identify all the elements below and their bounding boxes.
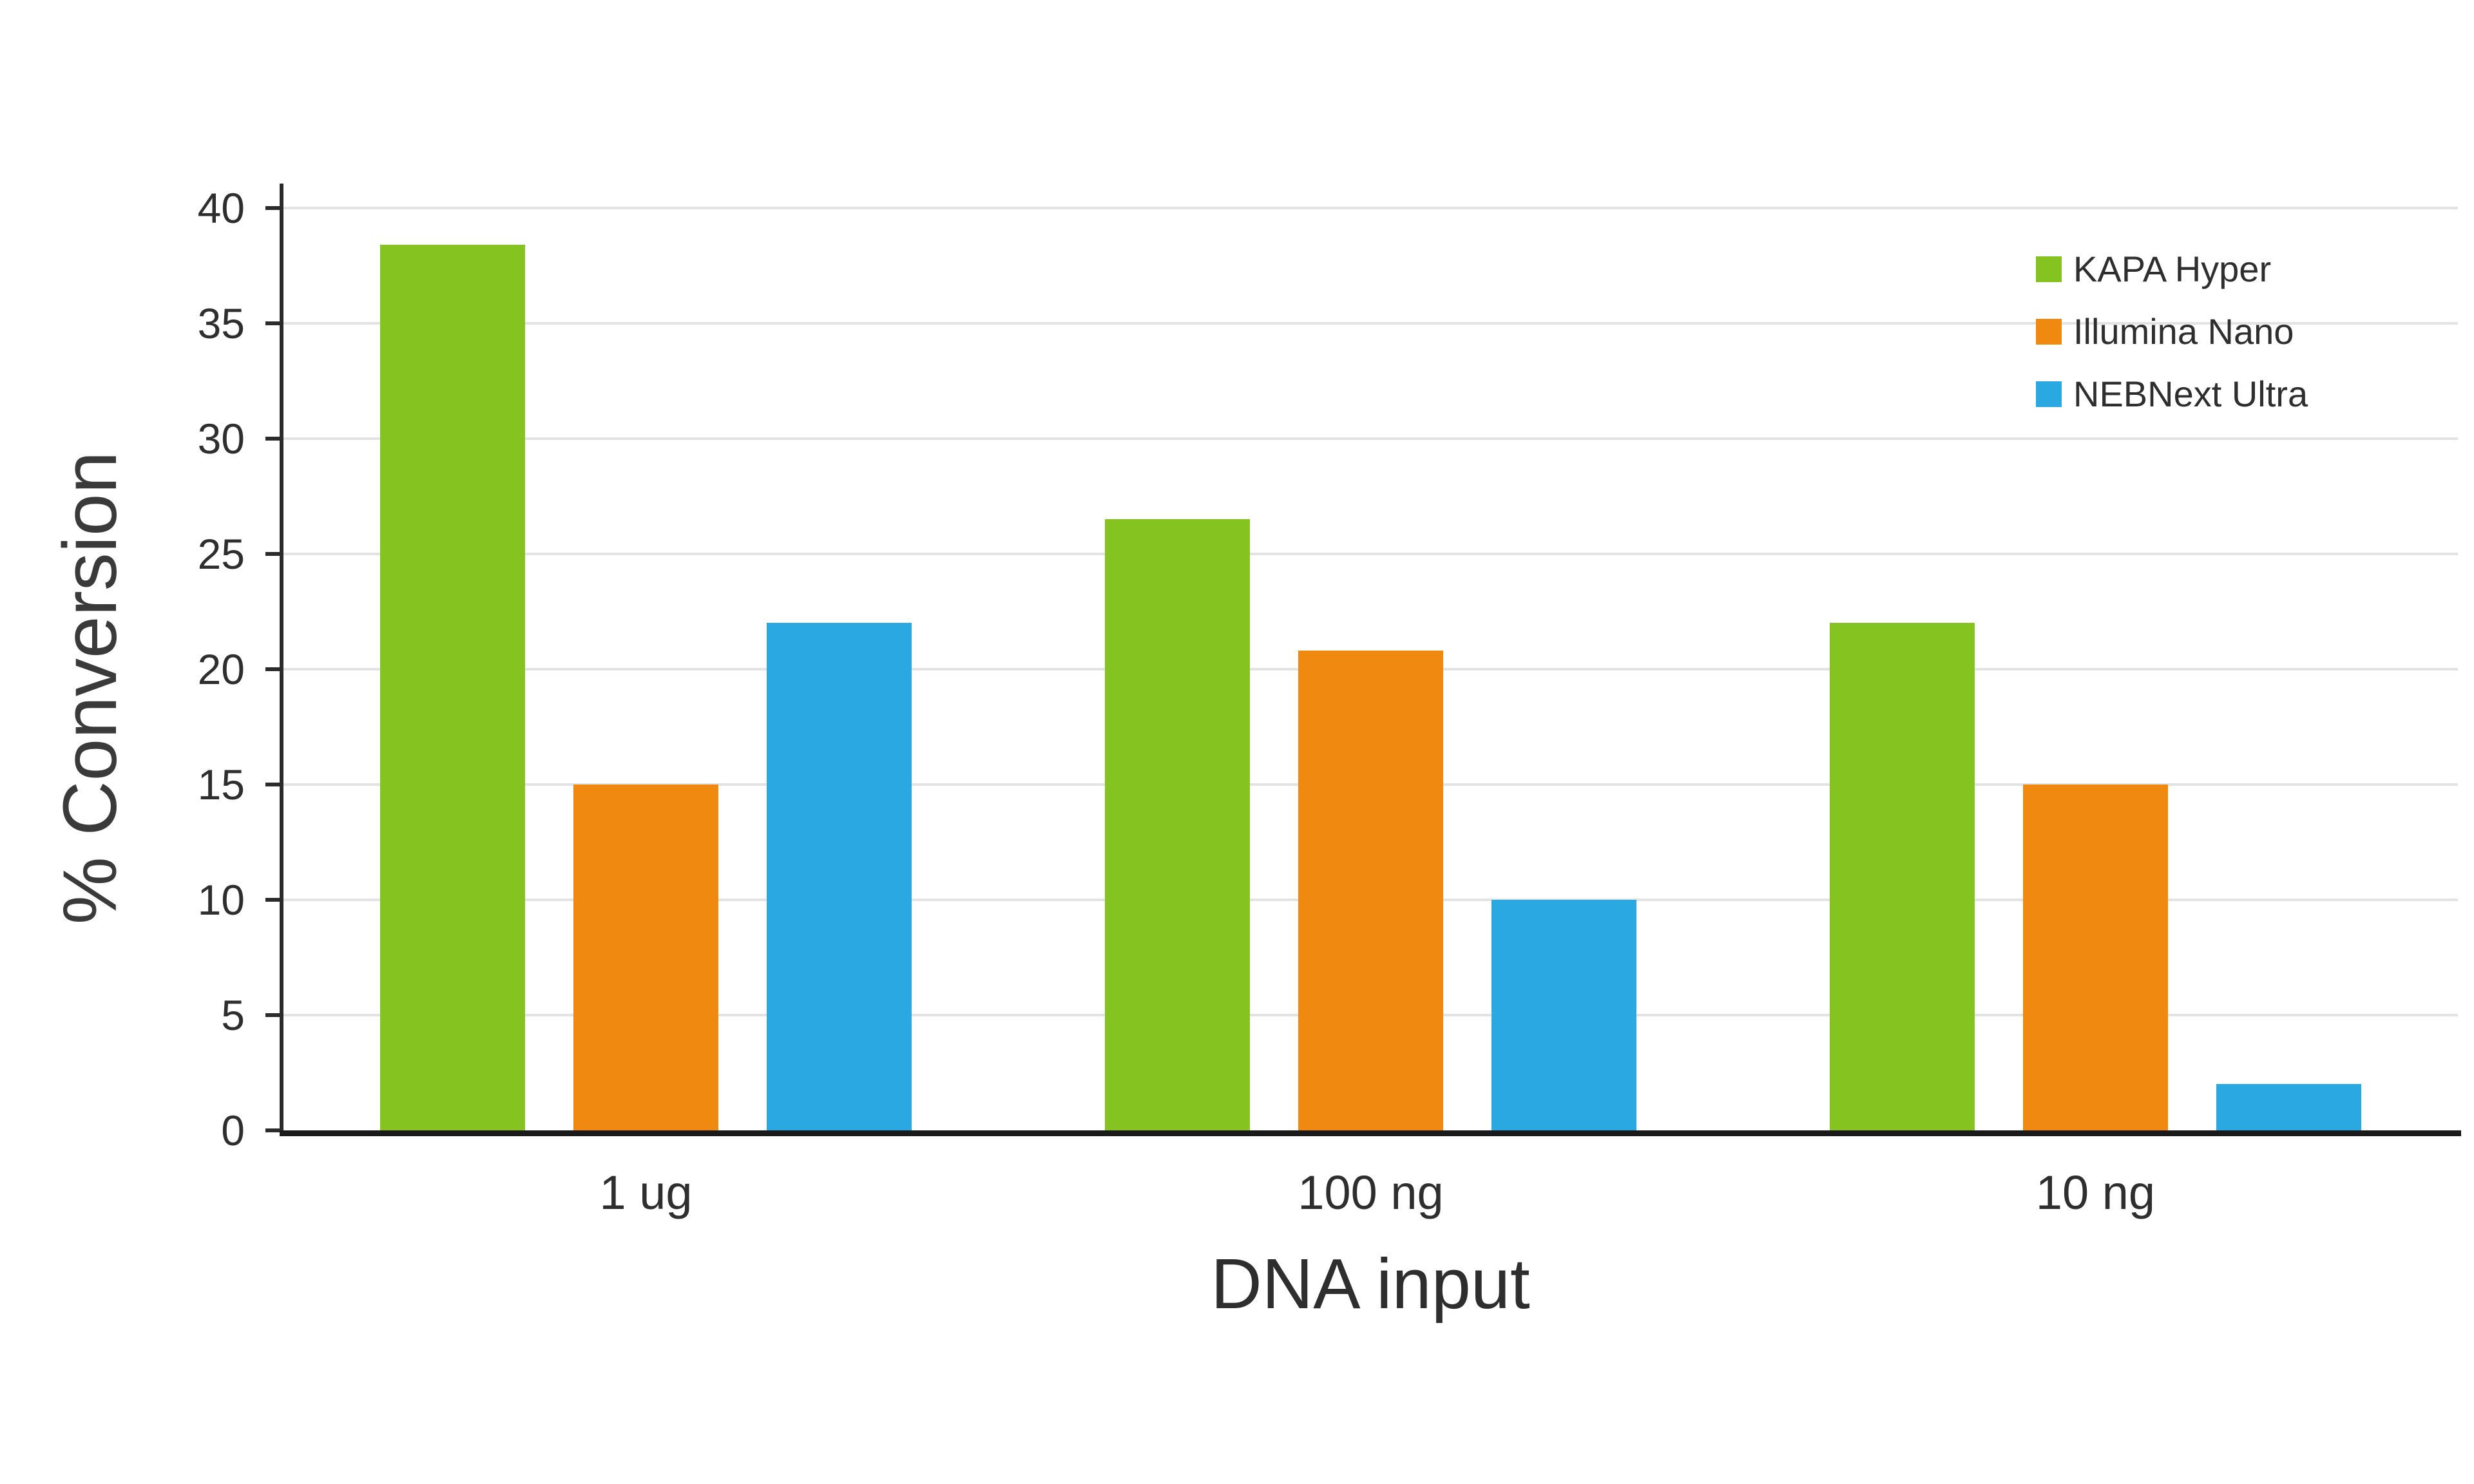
bar — [767, 623, 912, 1130]
y-tick-label: 0 — [221, 1107, 245, 1154]
y-tick-mark — [265, 783, 280, 786]
y-tick-mark — [265, 1013, 280, 1017]
legend-label: Illumina Nano — [2073, 311, 2294, 352]
bar — [2216, 1084, 2361, 1130]
bar — [2023, 785, 2168, 1130]
y-tick-mark — [265, 437, 280, 441]
y-tick-mark — [265, 667, 280, 671]
legend-swatch — [2036, 381, 2062, 407]
legend-swatch — [2036, 256, 2062, 282]
x-category-label: 1 ug — [599, 1166, 693, 1219]
y-tick-mark — [265, 552, 280, 556]
bar — [1491, 900, 1636, 1130]
gridline — [283, 437, 2458, 440]
legend-label: NEBNext Ultra — [2073, 374, 2308, 414]
y-tick-mark — [265, 898, 280, 902]
y-tick-label: 40 — [197, 184, 245, 232]
gridline — [283, 322, 2458, 325]
legend-item: NEBNext Ultra — [2036, 373, 2308, 415]
gridline — [283, 207, 2458, 209]
bar — [1830, 623, 1975, 1130]
y-tick-label: 20 — [197, 645, 245, 693]
y-tick-label: 15 — [197, 761, 245, 808]
gridline — [283, 553, 2458, 555]
y-tick-mark — [265, 321, 280, 325]
legend-item: KAPA Hyper — [2036, 248, 2308, 290]
x-axis-line — [280, 1130, 2461, 1136]
bar — [1298, 651, 1443, 1130]
y-tick-mark — [265, 1128, 280, 1132]
bar — [1105, 519, 1250, 1130]
bar — [380, 245, 525, 1130]
y-axis-line — [280, 184, 283, 1136]
y-tick-label: 25 — [197, 530, 245, 578]
y-tick-label: 5 — [221, 991, 245, 1039]
y-tick-label: 10 — [197, 876, 245, 924]
y-tick-label: 35 — [197, 300, 245, 347]
y-tick-mark — [265, 206, 280, 210]
y-tick-label: 30 — [197, 415, 245, 462]
legend-item: Illumina Nano — [2036, 310, 2308, 352]
legend-swatch — [2036, 318, 2062, 345]
x-category-label: 100 ng — [1298, 1166, 1444, 1219]
legend-label: KAPA Hyper — [2073, 249, 2272, 289]
bar — [573, 785, 718, 1130]
x-axis-title: DNA input — [1211, 1244, 1530, 1324]
legend: KAPA Hyper Illumina Nano NEBNext Ultra — [2036, 248, 2308, 435]
x-category-label: 10 ng — [2035, 1166, 2156, 1219]
